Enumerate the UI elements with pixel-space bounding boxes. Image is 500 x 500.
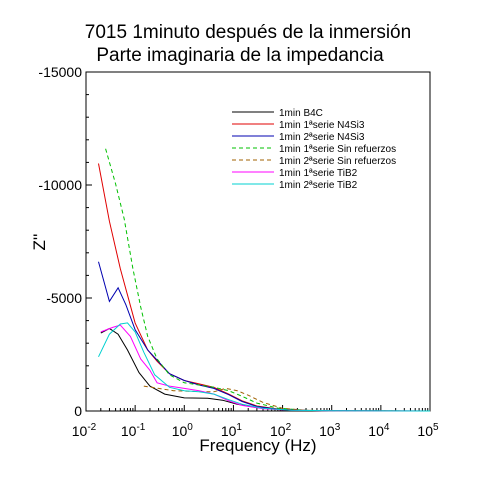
series-line-5 [143,385,431,412]
legend-label: 1min 1ªserie N4Si3 [279,120,365,131]
legend-label: 1min 2ªserie TiB2 [279,180,358,191]
x-tick-label: 10-1 [121,422,146,439]
x-tick-label: 103 [319,422,341,439]
y-tick-label: -15000 [38,64,82,80]
series-line-7 [98,322,431,412]
chart-title: 7015 1minuto después de la inmersión [85,22,411,43]
legend-label: 1min 2ªserie N4Si3 [279,132,365,143]
series-lines [98,148,431,412]
legend-label: 1min 1ªserie TiB2 [279,168,358,179]
x-tick-label: 101 [221,422,243,439]
y-tick-label: 0 [74,403,82,419]
y-tick-label: -5000 [46,290,82,306]
series-line-6 [100,324,431,412]
x-tick-label: 100 [172,422,194,439]
x-tick-label: 102 [270,422,292,439]
legend-label: 1min 1ªserie Sin refuerzos [279,144,396,155]
legend-label: 1min 2ªserie Sin refuerzos [279,156,396,167]
x-tick-label: 104 [368,422,390,439]
y-tick-label: -10000 [38,177,82,193]
x-axis-label: Frequency (Hz) [199,436,316,455]
legend-label: 1min B4C [279,108,323,119]
series-line-1 [100,327,431,412]
y-axis-ticks: 0 -5000 -10000 -15000 [38,64,92,419]
plot-frame [85,71,431,412]
x-tick-label: 10-2 [72,422,97,439]
series-line-2 [98,163,431,412]
chart-subtitle: Parte imaginaria de la impedancia [96,45,384,66]
x-tick-label: 105 [417,422,439,439]
series-line-4 [105,148,431,412]
y-axis-label: Z'' [30,234,49,251]
x-axis-ticks: 10-2 10-1 100 101 102 103 104 105 [72,405,439,439]
